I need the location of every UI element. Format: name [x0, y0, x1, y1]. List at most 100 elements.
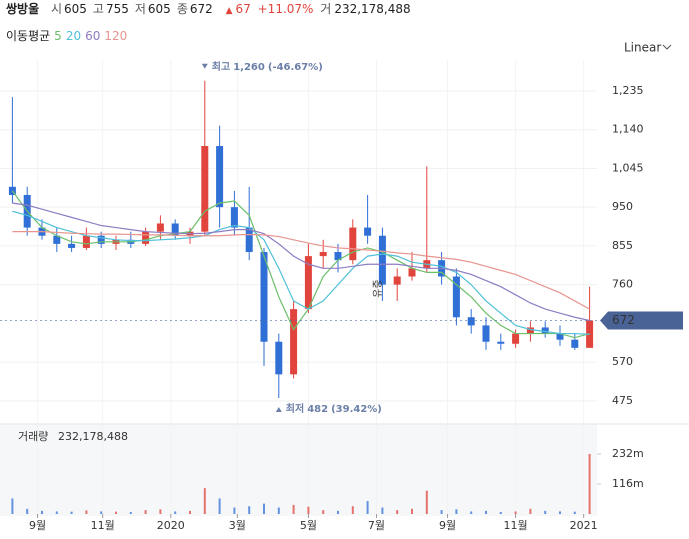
candle-body [201, 146, 209, 232]
candle-body [541, 327, 549, 334]
candle-body [364, 227, 372, 236]
volume-bar [470, 511, 473, 514]
ma-line [12, 210, 590, 335]
volume-bar [440, 510, 443, 514]
volume: 232,178,488 [334, 2, 411, 16]
volume-bar [544, 510, 547, 514]
ma-line [12, 231, 590, 310]
candle-body [142, 231, 150, 244]
volume-bar [85, 510, 88, 514]
y-tick-label: 855 [612, 239, 633, 252]
candle-body [571, 339, 579, 348]
scale-chevron[interactable] [662, 44, 672, 50]
volume-bar [174, 511, 177, 514]
volume-bar [292, 504, 295, 514]
quote-value: 605 [64, 2, 87, 16]
volume-bar [573, 511, 576, 514]
candle-body [290, 309, 298, 375]
volume-bar [351, 506, 354, 514]
ma-title: 이동평균 [6, 29, 51, 43]
volume-panel [0, 424, 597, 516]
y-tick-label: 1,045 [612, 161, 644, 174]
candle-body [512, 333, 520, 344]
candle-body [526, 327, 534, 334]
y-tick-label: 1,235 [612, 84, 644, 97]
volume-bar [381, 507, 384, 514]
stock-name: 쌍방울 [6, 2, 40, 16]
volume-label: 거 [320, 2, 332, 16]
candle-body [53, 235, 61, 244]
ma-legend-item: 60 [85, 29, 101, 43]
y-tick-label: 570 [612, 355, 633, 368]
volume-bar [144, 510, 147, 514]
candle-body [349, 227, 357, 261]
volume-bar [307, 506, 310, 514]
volume-bar [41, 510, 43, 514]
volume-bar [588, 453, 591, 514]
volume-bar [55, 511, 58, 514]
candle-body [230, 207, 238, 228]
volume-bar [514, 511, 517, 514]
volume-bar [366, 501, 369, 514]
y-tick-label: 950 [612, 200, 633, 213]
candle-body [408, 268, 416, 277]
event-label: 유증 [372, 279, 384, 297]
note: 최저 482 (39.42%) [286, 402, 382, 415]
volume-bar [26, 508, 29, 514]
y-tick-label: 232m [612, 447, 644, 460]
volume-bar [396, 510, 399, 514]
candle-body [467, 317, 475, 326]
x-tick-label: 11월 [504, 519, 528, 532]
last-price-label: 672 [612, 313, 635, 327]
header: 쌍방울 시 605 고 755 저 605 종 672 ▲ 67 +11.07% 거 232,17… [6, 0, 414, 17]
volume-bar [337, 510, 339, 514]
y-tick-label: 475 [612, 394, 633, 407]
change: 67 [235, 2, 251, 16]
volume-bar [499, 511, 502, 514]
quote-label: 저 [134, 2, 146, 16]
ma-legend-item: 120 [104, 29, 128, 43]
volume-bar [100, 511, 103, 514]
ma-legend-item: 20 [65, 29, 82, 43]
candle-body [260, 252, 268, 342]
volume-bar [411, 508, 413, 514]
volume-bar [485, 510, 487, 514]
volume-bar [203, 488, 206, 514]
quote-label: 고 [92, 2, 104, 16]
candle-body [497, 341, 505, 344]
quote-value: 605 [147, 2, 171, 16]
candle-body [156, 223, 164, 232]
candle-body [171, 223, 179, 236]
quote-label: 종 [176, 2, 188, 16]
x-tick-label: 2021 [570, 519, 598, 532]
volume-bar [70, 511, 73, 514]
candle-body [482, 325, 490, 342]
volume-bar [559, 511, 561, 514]
candle-body [319, 252, 327, 257]
note-change: (39.42%) [331, 404, 382, 415]
candle-body [82, 235, 90, 248]
note-change: (-46.67%) [268, 62, 323, 73]
volume-bar [11, 498, 14, 514]
scale-label[interactable]: Linear [624, 41, 661, 55]
volume-bar [529, 508, 532, 514]
volume-bar [248, 506, 251, 514]
y-tick-label: 116m [612, 477, 644, 490]
quote-items: 시 605 고 755 저 605 종 672 [51, 2, 219, 16]
candle-body [556, 333, 564, 340]
candle-body [378, 235, 386, 285]
volume-bar [455, 509, 458, 514]
x-tick-label: 5월 [300, 519, 317, 532]
volume-bar [277, 507, 280, 514]
last-price-tag [600, 311, 683, 330]
candle-body [216, 146, 224, 208]
volume-title-value: 232,178,488 [58, 430, 128, 443]
volume-bar [233, 507, 236, 514]
ma-line [12, 202, 590, 322]
note-label: 최고 [212, 60, 230, 73]
volume-bar [115, 511, 117, 514]
y-tick-label: 1,140 [612, 123, 644, 136]
quote-value: 672 [189, 2, 213, 16]
